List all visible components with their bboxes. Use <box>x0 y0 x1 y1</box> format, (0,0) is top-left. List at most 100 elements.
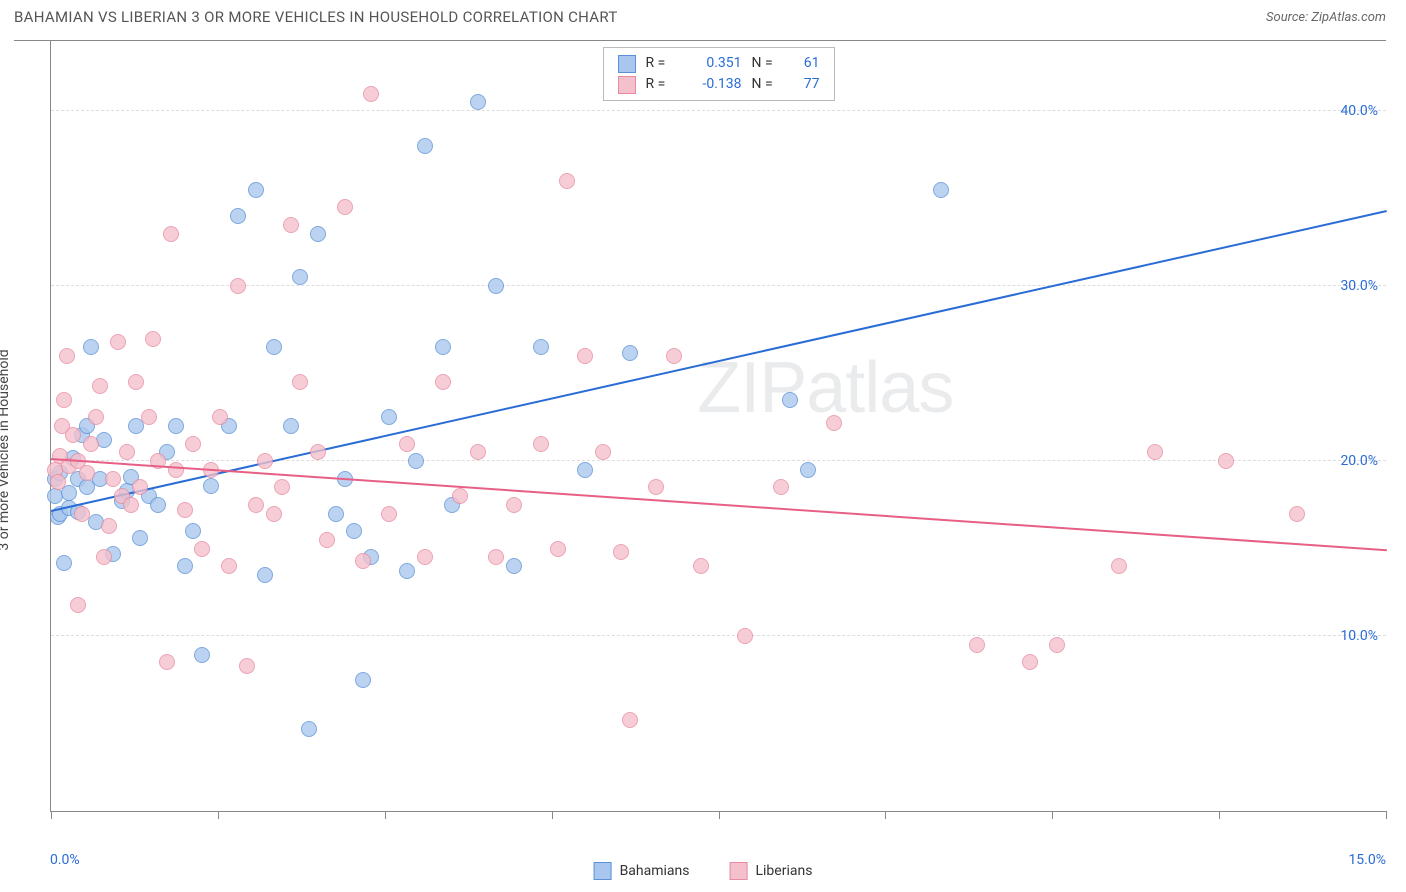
stat-n-value: 61 <box>790 53 820 74</box>
scatter-point <box>168 418 184 434</box>
trend-line <box>51 210 1387 512</box>
scatter-point <box>577 462 593 478</box>
scatter-point <box>105 471 121 487</box>
x-tick <box>218 811 219 819</box>
scatter-point <box>800 462 816 478</box>
scatter-point <box>648 479 664 495</box>
scatter-point <box>92 378 108 394</box>
x-tick <box>385 811 386 819</box>
scatter-point <box>1147 444 1163 460</box>
scatter-point <box>110 334 126 350</box>
watermark: ZIPatlas <box>697 347 953 429</box>
scatter-point <box>79 465 95 481</box>
scatter-point <box>595 444 611 460</box>
scatter-point <box>381 409 397 425</box>
legend-label: Liberians <box>755 863 812 879</box>
scatter-point <box>1218 453 1234 469</box>
scatter-point <box>70 597 86 613</box>
scatter-point <box>141 409 157 425</box>
scatter-point <box>773 479 789 495</box>
scatter-point <box>559 173 575 189</box>
scatter-point <box>101 518 117 534</box>
legend-swatch <box>618 55 636 73</box>
stat-n-label: N = <box>752 74 780 95</box>
scatter-point <box>230 208 246 224</box>
stat-r-value: -0.138 <box>684 74 742 95</box>
scatter-point <box>132 530 148 546</box>
scatter-point <box>119 444 135 460</box>
x-axis-end-label: 15.0% <box>1348 852 1386 868</box>
scatter-point <box>452 488 468 504</box>
scatter-point <box>435 339 451 355</box>
scatter-point <box>435 374 451 390</box>
scatter-point <box>177 558 193 574</box>
scatter-point <box>381 506 397 522</box>
gridline <box>51 110 1386 111</box>
scatter-point <box>737 628 753 644</box>
scatter-point <box>550 541 566 557</box>
scatter-point <box>506 497 522 513</box>
stats-row: R =0.351N =61 <box>618 53 820 74</box>
x-tick <box>885 811 886 819</box>
bottom-legend: Bahamians Liberians <box>594 862 813 880</box>
scatter-point <box>185 523 201 539</box>
plot-area: ZIPatlas R =0.351N =61R =-0.138N =77 10.… <box>50 41 1386 812</box>
scatter-point <box>257 567 273 583</box>
scatter-point <box>1049 637 1065 653</box>
stats-row: R =-0.138N =77 <box>618 74 820 95</box>
scatter-point <box>96 432 112 448</box>
scatter-point <box>266 506 282 522</box>
x-tick <box>1386 811 1387 819</box>
scatter-point <box>533 339 549 355</box>
scatter-point <box>488 549 504 565</box>
stat-n-label: N = <box>752 53 780 74</box>
scatter-point <box>969 637 985 653</box>
scatter-point <box>346 523 362 539</box>
scatter-point <box>194 647 210 663</box>
scatter-point <box>292 269 308 285</box>
stat-r-value: 0.351 <box>684 53 742 74</box>
scatter-point <box>577 348 593 364</box>
scatter-point <box>488 278 504 294</box>
scatter-point <box>533 436 549 452</box>
scatter-point <box>221 558 237 574</box>
chart-source: Source: ZipAtlas.com <box>1266 10 1386 25</box>
scatter-point <box>159 654 175 670</box>
chart-title: BAHAMIAN VS LIBERIAN 3 OR MORE VEHICLES … <box>14 8 618 26</box>
scatter-point <box>88 409 104 425</box>
scatter-point <box>613 544 629 560</box>
scatter-point <box>363 86 379 102</box>
scatter-point <box>59 348 75 364</box>
scatter-point <box>248 497 264 513</box>
legend-swatch <box>729 862 747 880</box>
scatter-point <box>74 506 90 522</box>
scatter-point <box>203 478 219 494</box>
scatter-point <box>145 331 161 347</box>
scatter-point <box>666 348 682 364</box>
scatter-point <box>283 217 299 233</box>
scatter-point <box>417 549 433 565</box>
x-tick <box>552 811 553 819</box>
scatter-point <box>355 672 371 688</box>
scatter-point <box>417 138 433 154</box>
scatter-point <box>283 418 299 434</box>
scatter-point <box>301 721 317 737</box>
chart-container: 3 or more Vehicles in Household ZIPatlas… <box>14 40 1386 842</box>
scatter-point <box>310 226 326 242</box>
legend-label: Bahamians <box>620 863 690 879</box>
scatter-point <box>622 712 638 728</box>
scatter-point <box>50 474 66 490</box>
scatter-point <box>1289 506 1305 522</box>
scatter-point <box>470 444 486 460</box>
scatter-point <box>693 558 709 574</box>
scatter-point <box>185 436 201 452</box>
scatter-point <box>826 415 842 431</box>
scatter-point <box>83 436 99 452</box>
gridline <box>51 460 1386 461</box>
scatter-point <box>257 453 273 469</box>
y-tick-label: 40.0% <box>1340 103 1378 119</box>
scatter-point <box>355 553 371 569</box>
scatter-point <box>399 436 415 452</box>
stats-legend: R =0.351N =61R =-0.138N =77 <box>603 47 835 101</box>
legend-swatch <box>618 76 636 94</box>
